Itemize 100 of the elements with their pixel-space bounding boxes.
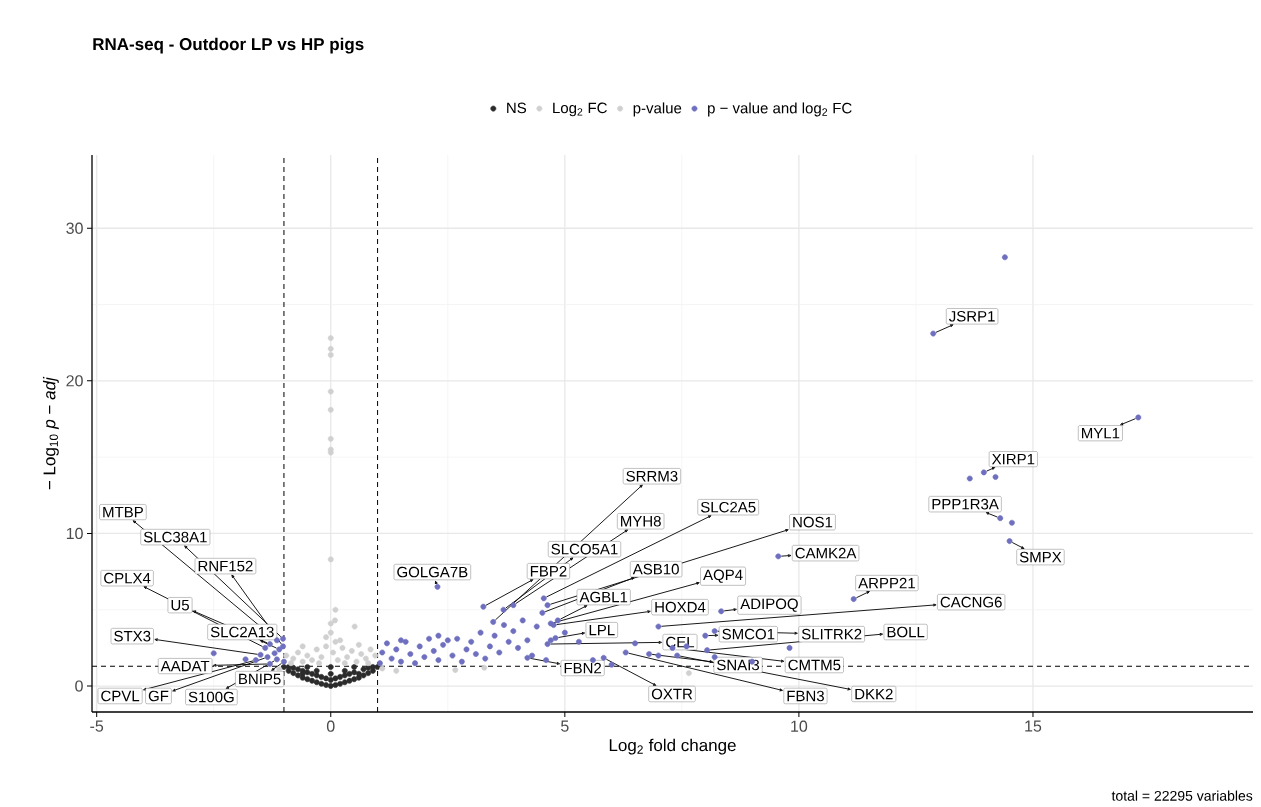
point (355, 641, 362, 648)
point (332, 617, 338, 624)
x-tick-label: 10 (791, 720, 808, 732)
annotation: MTBP (103, 506, 143, 518)
annotation: SMPX (1019, 551, 1062, 563)
annotation: S100G (188, 691, 234, 703)
point (355, 670, 362, 677)
point (327, 620, 334, 627)
point (299, 643, 306, 650)
annotation: BNIP5 (239, 673, 281, 685)
y-tick-label: 0 (75, 680, 83, 692)
annotation: SLC2A13 (210, 626, 274, 638)
point (334, 657, 341, 664)
point (327, 335, 334, 342)
point (332, 638, 339, 645)
point (327, 406, 334, 413)
annotation: XIRP1 (991, 453, 1035, 465)
annotation: RNF152 (198, 560, 253, 572)
annotation: STX3 (114, 630, 151, 642)
point (295, 649, 301, 656)
annotation: SRRM3 (626, 470, 678, 482)
point (290, 664, 297, 671)
y-tick-label: 10 (66, 527, 83, 540)
annotation: FBN2 (564, 662, 602, 674)
point (365, 664, 372, 671)
point (323, 643, 329, 650)
point (393, 667, 400, 674)
point (295, 672, 301, 679)
annotation: GF (148, 690, 169, 702)
point (330, 649, 336, 656)
annotation: HOXD4 (655, 601, 706, 613)
point (341, 667, 348, 674)
point (379, 665, 386, 672)
point (283, 652, 290, 659)
point (327, 435, 334, 442)
annotation: BOLL (887, 626, 925, 638)
point (351, 623, 358, 630)
point (327, 670, 334, 677)
annotation: DKK2 (855, 688, 893, 700)
point (339, 645, 346, 651)
annotation: CPLX4 (104, 572, 151, 584)
point (299, 658, 306, 665)
point (332, 682, 339, 688)
annotation: FBP2 (530, 565, 567, 577)
point (353, 658, 360, 665)
point (351, 676, 358, 683)
point (327, 683, 334, 689)
point (323, 634, 329, 641)
annotation: OXTR (651, 688, 693, 700)
annotation: CPVL (101, 690, 140, 702)
point (332, 675, 339, 682)
chart-title: RNA-seq - Outdoor LP vs HP pigs (93, 37, 364, 54)
point (276, 666, 283, 673)
point (348, 648, 355, 654)
point (309, 657, 315, 664)
point (318, 674, 325, 680)
point (452, 667, 459, 673)
point (481, 664, 488, 671)
x-axis-title: Log$_{2}$ fold change (609, 738, 736, 755)
point (316, 660, 322, 667)
point (685, 670, 692, 676)
point (351, 664, 358, 670)
point (313, 679, 320, 686)
annotation: LPL (589, 624, 615, 636)
point (304, 652, 311, 659)
point (304, 664, 311, 670)
point (332, 606, 339, 613)
point (327, 556, 334, 563)
point (365, 670, 372, 676)
point (369, 664, 376, 670)
annotation: CMTM5 (788, 659, 841, 671)
point (290, 655, 297, 662)
point (327, 388, 334, 395)
annotation: SLC38A1 (143, 531, 207, 543)
text: total = 22295 variables (1111, 790, 1253, 801)
legend-label: p-value (633, 102, 682, 117)
annotation: AQP4 (703, 569, 743, 583)
point (295, 666, 301, 673)
point (304, 676, 311, 683)
point (337, 637, 344, 644)
annotation: SMCO1 (722, 628, 775, 640)
point (288, 660, 294, 667)
point (337, 680, 344, 687)
annotation: ADIPOQ (740, 598, 798, 612)
point (341, 660, 348, 667)
annotation: NOS1 (793, 516, 833, 528)
x-tick-label: 0 (326, 720, 335, 732)
point (365, 660, 372, 667)
point (327, 664, 334, 670)
point (313, 646, 320, 653)
annotation: FBN3 (787, 690, 824, 702)
point (358, 651, 365, 657)
point (337, 674, 344, 680)
point (327, 629, 334, 636)
annotation: JSRP1 (949, 310, 995, 322)
point (318, 654, 325, 660)
annotation: MYL1 (1082, 428, 1120, 439)
point (351, 669, 358, 676)
annotation: ARPP21 (858, 577, 915, 589)
point (323, 682, 329, 688)
